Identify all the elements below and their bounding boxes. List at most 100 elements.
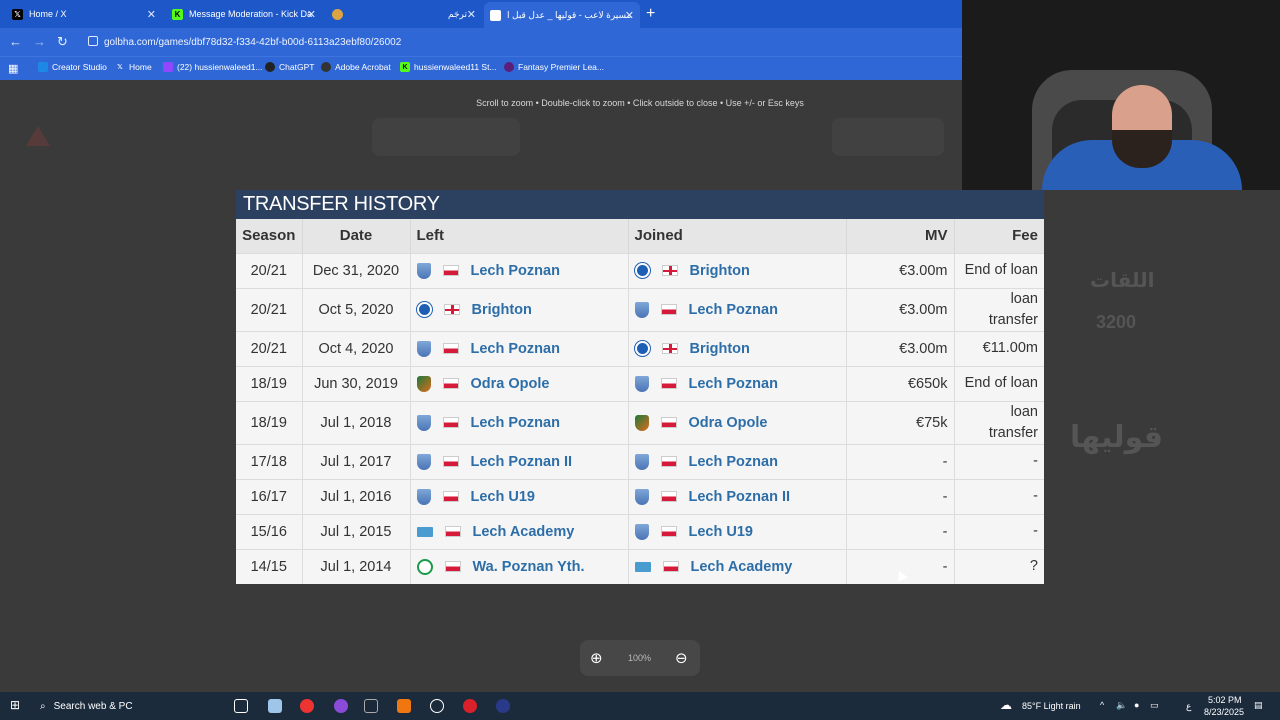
club-entry[interactable]: Lech U19 [634, 523, 840, 540]
network-icon[interactable]: ▭ [1150, 700, 1159, 710]
tab-x-home[interactable]: 𝕏 Home / X ✕ [6, 3, 162, 25]
task-view-icon[interactable] [234, 699, 248, 713]
tab-player-career[interactable]: مسيرة لاعب - قوليها _ عدل قبل ا ✕ [484, 2, 640, 28]
club-link[interactable]: Lech Academy [690, 558, 793, 575]
club-entry[interactable]: Lech Poznan [634, 375, 840, 392]
tab-extension[interactable] [326, 3, 386, 25]
forward-arrow-icon[interactable]: → [33, 34, 46, 49]
bookmark-chatgpt[interactable]: ChatGPT [265, 62, 314, 72]
volume-icon[interactable]: 🔈 [1116, 700, 1128, 710]
zoom-in-icon[interactable]: ⊕ [590, 650, 603, 667]
tab-translate[interactable]: ترجَم ✕ [390, 3, 482, 25]
address-bar[interactable]: golbha.com/games/dbf78d32-f334-42bf-b00d… [84, 32, 956, 52]
club-entry[interactable]: Lech Poznan [416, 340, 622, 357]
bookmark-fpl[interactable]: Fantasy Premier Lea... [504, 62, 604, 72]
zoom-out-icon[interactable]: ⊖ [675, 650, 688, 667]
club-entry[interactable]: Wa. Poznan Yth. [416, 558, 622, 575]
club-entry[interactable]: Lech Academy [634, 558, 840, 575]
kick-logo-icon: K [400, 62, 410, 72]
chrome-icon[interactable] [300, 699, 314, 713]
club-link[interactable]: Brighton [471, 301, 532, 318]
season-cell: 20/21 [236, 287, 303, 331]
club-link[interactable]: Odra Opole [470, 375, 550, 392]
club-link[interactable]: Lech Academy [472, 523, 575, 540]
club-entry[interactable]: Brighton [416, 301, 622, 318]
club-entry[interactable]: Odra Opole [634, 414, 840, 431]
taskbar-search[interactable]: ⌕ Search web & PC [30, 692, 220, 720]
fee-cell: End of loan [954, 252, 1044, 288]
weather-text[interactable]: 85°F Light rain [1022, 701, 1081, 711]
zoom-controls: ⊕ 100% ⊖ [580, 640, 700, 676]
club-link[interactable]: Brighton [689, 340, 750, 357]
club-link[interactable]: Lech Poznan [470, 340, 560, 357]
country-flag-icon [444, 526, 461, 537]
club-entry[interactable]: Lech Poznan [416, 262, 622, 279]
new-tab-button[interactable]: + [646, 5, 656, 22]
bookmark-acrobat[interactable]: Adobe Acrobat [321, 62, 391, 72]
x-logo-icon: 𝕏 [117, 64, 123, 71]
close-icon[interactable]: ✕ [146, 8, 156, 21]
club-link[interactable]: Lech Poznan [688, 301, 778, 318]
close-icon[interactable]: ✕ [306, 8, 316, 21]
club-link[interactable]: Lech Poznan [688, 375, 778, 392]
app-orange-icon[interactable] [397, 699, 411, 713]
red-app-icon[interactable] [463, 699, 477, 713]
language-indicator[interactable]: ع [1186, 701, 1192, 711]
club-entry[interactable]: Lech Poznan II [416, 453, 622, 470]
zoom-level: 100% [628, 653, 652, 663]
season-cell: 20/21 [236, 252, 303, 288]
bookmark-creator-studio[interactable]: Creator Studio [38, 62, 107, 72]
messenger-icon[interactable] [334, 699, 348, 713]
tray-chevron-icon[interactable]: ^ [1100, 700, 1105, 710]
club-link[interactable]: Lech U19 [470, 488, 535, 505]
steam-icon[interactable] [364, 699, 378, 713]
tab-kick-moderation[interactable]: K Message Moderation - Kick Da ✕ [166, 3, 322, 25]
clock-time[interactable]: 5:02 PM [1208, 695, 1242, 705]
club-link[interactable]: Lech Poznan [470, 262, 560, 279]
left-cell: Lech Academy [410, 513, 629, 549]
blue-app-icon[interactable] [496, 699, 510, 713]
back-arrow-icon[interactable]: ← [9, 34, 22, 49]
club-crest-icon [634, 341, 650, 356]
mv-cell: €3.00m [846, 330, 955, 366]
club-entry[interactable]: Brighton [634, 340, 840, 357]
club-entry[interactable]: Lech Poznan II [634, 488, 840, 505]
club-entry[interactable]: Lech U19 [416, 488, 622, 505]
club-entry[interactable]: Brighton [634, 262, 840, 279]
close-icon[interactable]: ✕ [466, 8, 476, 21]
fee-text: - [1033, 453, 1038, 469]
club-entry[interactable]: Odra Opole [416, 375, 622, 392]
bookmark-home[interactable]: 𝕏 Home [115, 62, 152, 72]
bookmark-kick[interactable]: K hussienwaleed11 St... [400, 62, 497, 72]
apps-grid-icon[interactable]: ▦ [8, 63, 19, 75]
club-link[interactable]: Odra Opole [688, 414, 768, 431]
notifications-icon[interactable]: ▤ [1254, 700, 1263, 710]
club-entry[interactable]: Lech Poznan [634, 301, 840, 318]
bookmark-twitch[interactable]: (22) hussienwaleed1... [163, 62, 263, 72]
club-entry[interactable]: Lech Academy [416, 523, 622, 540]
season-cell: 17/18 [236, 443, 303, 479]
club-link[interactable]: Lech U19 [688, 523, 753, 540]
club-entry[interactable]: Lech Poznan [634, 453, 840, 470]
club-crest-icon [416, 262, 431, 279]
club-link[interactable]: Lech Poznan [688, 453, 778, 470]
club-link[interactable]: Lech Poznan II [470, 453, 573, 470]
site-info-icon[interactable] [88, 36, 98, 46]
fee-text: €11.00m [982, 340, 1038, 356]
club-crest-icon [634, 523, 649, 540]
club-link[interactable]: Wa. Poznan Yth. [472, 558, 585, 575]
clock-date[interactable]: 8/23/2025 [1204, 707, 1245, 717]
club-link[interactable]: Lech Poznan II [688, 488, 791, 505]
fee-cell: loan transfer [954, 400, 1044, 444]
clock-app-icon[interactable] [430, 699, 444, 713]
file-explorer-icon[interactable] [268, 699, 282, 713]
club-link[interactable]: Lech Poznan [470, 414, 560, 431]
joined-cell: Brighton [628, 330, 847, 366]
club-entry[interactable]: Lech Poznan [416, 414, 622, 431]
club-link[interactable]: Brighton [689, 262, 750, 279]
windows-start-icon[interactable]: ⊞ [10, 698, 21, 712]
reload-icon[interactable]: ↻ [57, 34, 68, 49]
close-icon[interactable]: ✕ [624, 9, 634, 22]
mic-icon[interactable]: ● [1134, 700, 1140, 710]
bookmark-label: Creator Studio [52, 62, 107, 72]
